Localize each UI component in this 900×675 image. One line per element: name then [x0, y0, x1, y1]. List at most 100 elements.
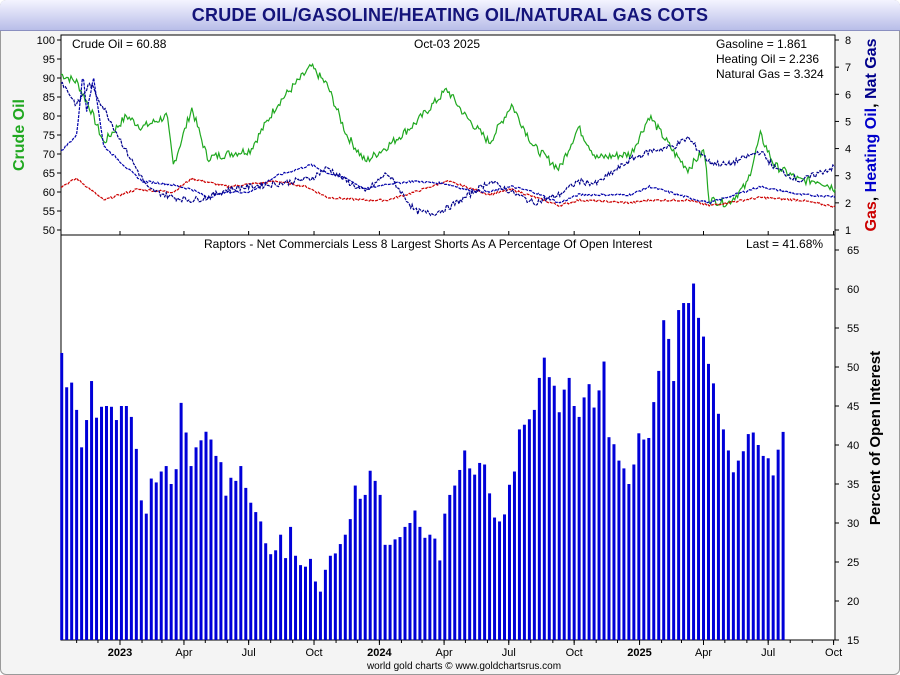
cot-bar: [498, 521, 502, 640]
percent-axis-tick-label: 30: [847, 518, 859, 530]
energy-axis-tick-label: 5: [845, 116, 851, 128]
cot-bar: [105, 406, 108, 640]
right-axis-title-natgas: Nat Gas: [863, 38, 880, 99]
cot-bar: [776, 449, 780, 640]
crude-axis-tick-label: 95: [43, 54, 55, 66]
cot-bar: [219, 462, 223, 640]
cot-bar: [707, 363, 710, 640]
heating-oil-readout: Heating Oil = 2.236: [716, 52, 819, 66]
cot-bar: [458, 469, 462, 640]
cot-bar: [612, 444, 616, 640]
cot-bar: [269, 554, 273, 640]
cot-bar: [711, 383, 715, 640]
cot-bar: [403, 526, 407, 640]
cot-bar: [328, 555, 332, 640]
cot-bar: [617, 460, 621, 640]
cot-bar: [652, 402, 656, 640]
cot-bar: [667, 338, 671, 640]
cot-bar: [503, 514, 506, 640]
x-axis-label: Jul: [502, 647, 516, 659]
cot-bar: [144, 513, 148, 640]
energy-axis-tick-label: 2: [845, 198, 851, 210]
cot-bar: [184, 432, 188, 640]
crude-axis-tick-label: 85: [43, 92, 55, 104]
x-axis-label: Apr: [695, 647, 712, 659]
cot-bar: [547, 377, 551, 640]
cot-bar: [174, 469, 178, 640]
energy-axis-tick-label: 1: [845, 225, 851, 237]
cot-bar: [587, 384, 591, 640]
cot-bar: [254, 512, 258, 640]
percent-axis-tick-label: 40: [847, 440, 859, 452]
percent-axis-tick-label: 65: [847, 245, 859, 257]
cot-bar: [647, 437, 651, 640]
cot-bar: [751, 432, 755, 640]
cot-bar: [299, 565, 303, 640]
cot-bar: [761, 455, 765, 640]
cot-bar: [517, 429, 521, 640]
cot-bar: [478, 462, 482, 640]
cot-bar: [264, 543, 268, 640]
cot-bar: [607, 437, 611, 640]
x-axis-label: 2024: [367, 647, 392, 659]
cot-bar: [582, 397, 586, 640]
cot-bar: [139, 500, 143, 640]
cot-bar: [512, 471, 516, 640]
cot-bar: [294, 555, 298, 640]
series-line-gasoline: [60, 177, 836, 208]
cot-bar: [279, 534, 283, 640]
cot-bar: [259, 521, 263, 640]
cot-bar: [726, 450, 730, 640]
cot-bar: [85, 420, 89, 640]
cot-bar: [134, 448, 138, 640]
cot-bar: [418, 526, 422, 640]
cot-bar: [239, 466, 243, 640]
cot-bar: [65, 387, 69, 640]
cot-bar: [771, 475, 775, 640]
cot-bar: [483, 464, 487, 640]
cot-bar: [537, 377, 541, 640]
cot-bar: [378, 494, 382, 640]
cot-bar: [189, 466, 193, 640]
cot-bar: [488, 493, 492, 640]
percent-axis-tick-label: 35: [847, 479, 859, 491]
cot-bar: [199, 440, 203, 640]
energy-axis-tick-label: 6: [845, 89, 851, 101]
cot-bar: [313, 581, 317, 640]
left-axis-title: Crude Oil: [11, 99, 28, 171]
cot-bar: [642, 439, 646, 640]
last-readout: Last = 41.68%: [746, 237, 823, 251]
cot-bar: [209, 439, 213, 640]
cot-bar: [428, 534, 432, 640]
cot-bar: [448, 494, 452, 640]
cot-bar: [473, 474, 477, 640]
cot-bar: [119, 406, 123, 640]
cot-bar: [552, 385, 556, 640]
cot-bar: [632, 464, 636, 640]
cot-bar: [353, 485, 357, 640]
cot-bar: [637, 433, 641, 640]
footer-credit: world gold charts © www.goldchartsrus.co…: [366, 661, 561, 672]
cot-bar: [677, 310, 681, 640]
cot-bar: [721, 429, 725, 640]
cot-bar: [592, 407, 596, 640]
cot-bar: [542, 357, 546, 640]
cot-bar: [657, 370, 661, 640]
cot-bar: [423, 537, 427, 640]
cot-bar: [149, 478, 153, 640]
cot-bar: [229, 477, 233, 640]
cot-bar: [129, 416, 133, 640]
crude-axis-tick-label: 80: [43, 111, 55, 123]
cot-bar: [179, 402, 183, 640]
percent-axis-tick-label: 45: [847, 401, 859, 413]
cot-bar: [343, 534, 347, 640]
cot-bar: [154, 482, 158, 640]
cot-bar: [557, 412, 561, 640]
cot-bar: [159, 471, 163, 640]
price-lines: [60, 62, 836, 217]
cot-bar: [244, 487, 248, 640]
cot-bars: [60, 283, 785, 640]
cot-bar: [318, 591, 322, 640]
cot-bar: [164, 466, 168, 640]
cot-bar: [433, 538, 437, 640]
